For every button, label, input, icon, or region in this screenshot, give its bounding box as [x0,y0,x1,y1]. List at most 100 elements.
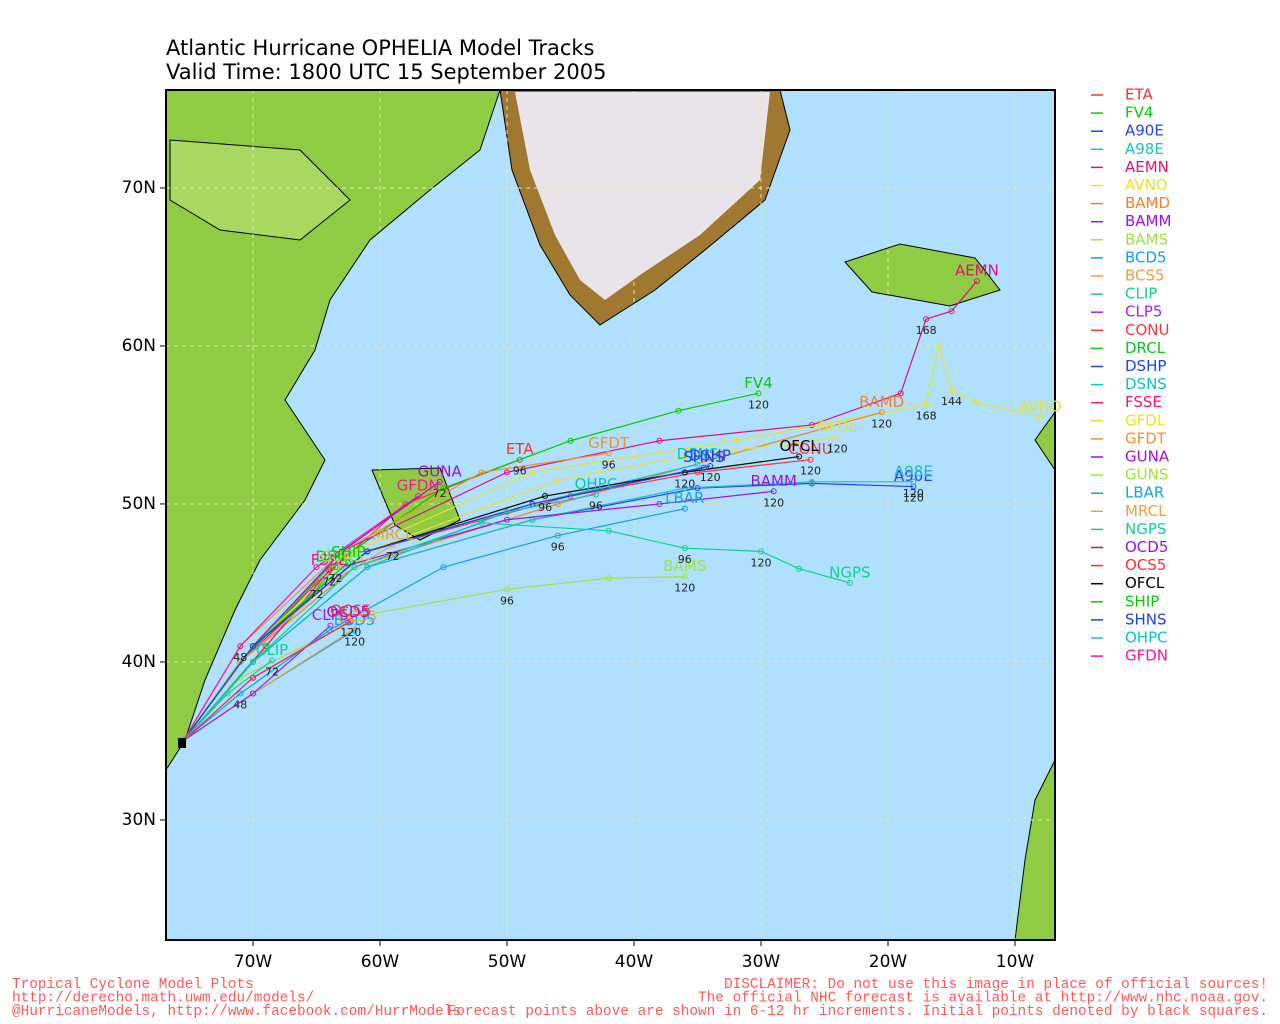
x-tick-label: 20W [869,952,908,972]
hour-label: 120 [748,398,769,411]
forecast-point [326,579,333,586]
initial-point [178,738,186,748]
legend-label: SHIP [1125,592,1159,610]
forecast-point [755,390,762,397]
footer-left: http://derecho.math.uwm.edu/models/ [12,990,314,1006]
forecast-point [313,564,320,571]
forecast-point [1037,414,1044,421]
greenland-ice [515,92,770,300]
legend-label: BAMD [1125,194,1170,212]
forecast-point [503,469,510,476]
y-tick-label: 50N [122,494,156,514]
forecast-point [554,477,561,484]
track [182,620,352,742]
track-name: A98E [894,462,933,480]
forecast-point [605,450,612,457]
hour-label: 96 [602,458,616,471]
track-name: CLIP [256,641,288,659]
forecast-point [503,586,510,593]
hour-label: 120 [700,471,721,484]
forecast-point [796,453,803,460]
hour-label: 72 [329,572,343,585]
forecast-point [948,387,955,394]
x-tick-label: 70W [234,952,273,972]
hour-label: 96 [500,594,514,607]
hour-label: 120 [674,582,695,595]
forecast-point [808,478,815,485]
forecast-point [529,469,536,476]
legend-label: GUNA [1125,448,1170,466]
legend-label: CLP5 [1125,303,1162,321]
hour-label: 72 [265,665,279,678]
forecast-point [605,527,612,534]
footer-right: Forecast points above are shown in 6-12 … [448,1004,1268,1020]
track-name: A90E [894,467,933,485]
track-name: OHPC [575,475,618,493]
iceland [844,243,1001,307]
hour-label: 72 [322,575,336,588]
ireland [1034,411,1055,471]
hour-label: 120 [340,626,361,639]
track-name: CLP5 [312,606,349,624]
track-name: NGPS [829,563,870,581]
forecast-point [554,532,561,539]
legend-label: SHNS [1125,610,1167,628]
forecast-point [770,488,777,495]
y-tick-label: 70N [122,178,156,198]
hour-label: 120 [903,487,924,500]
hour-label: 168 [916,324,937,337]
forecast-point [719,453,726,460]
legend-label: FV4 [1125,104,1153,122]
legend-label: CLIP [1125,285,1157,303]
hour-label: 96 [513,465,527,478]
legend-label: AEMN [1125,158,1169,176]
track-name: GFDT [588,434,630,452]
forecast-point [440,485,447,492]
track-name: OFCL [779,437,819,455]
track-name: GUNA [418,462,463,480]
track-name: GFDL [817,418,858,436]
forecast-point [249,690,256,697]
footer-left: Tropical Cyclone Model Plots [12,977,254,993]
track-name: FSSE [311,551,348,569]
hour-label: 48 [233,651,247,664]
legend-label: DSNS [1125,375,1167,393]
legend-label: GUNS [1125,466,1168,484]
footer-right: DISCLAIMER: Do not use this image in pla… [724,977,1268,993]
legend-label: BCS5 [1125,267,1165,285]
forecast-point [326,567,333,574]
track-name: LBAR [665,489,704,507]
forecast-point [935,342,942,349]
forecast-point [347,617,354,624]
hour-label: 72 [433,487,447,500]
hour-label: 72 [386,550,400,563]
forecast-point [364,611,371,618]
forecast-point [249,643,256,650]
hour-label: 120 [903,492,924,505]
legend-label: A98E [1125,140,1164,158]
hour-label: 48 [233,699,247,712]
forecast-point [796,565,803,572]
forecast-point [237,643,244,650]
forecast-point [948,308,955,315]
legend-label: CONU [1125,321,1169,339]
track [182,345,1041,742]
forecast-point [808,421,815,428]
track-name: SHIP [331,543,365,561]
forecast-point [694,461,701,468]
track-name: BAMM [750,472,796,490]
hour-label: 120 [871,417,892,430]
forecast-point [656,437,663,444]
legend-label: DRCL [1125,339,1166,357]
forecast-point [834,434,841,441]
forecast-point [338,564,345,571]
hour-label: 144 [941,395,962,408]
forecast-point [973,278,980,285]
hour-label: 120 [344,635,365,648]
forecast-point [923,401,930,408]
track-name: CONU [788,440,832,458]
legend-label: AVNO [1125,176,1168,194]
hour-label: 120 [827,443,848,456]
forecast-point [567,437,574,444]
y-tick-label: 60N [122,336,156,356]
